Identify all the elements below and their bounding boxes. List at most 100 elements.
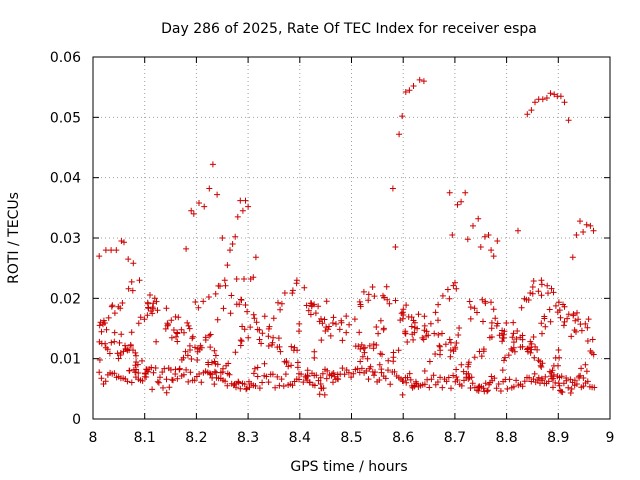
data-point [305,307,312,314]
data-point [453,366,460,373]
data-point [154,307,161,314]
data-point [309,302,315,309]
x-tick-label: 8.4 [289,430,311,446]
data-point [510,330,517,337]
data-point [149,310,156,317]
data-point [222,282,229,289]
axis-ticks: 8 8.1 8.2 8.3 8.4 8.5 8.6 8.7 8.8 8.9 9 0 0.01 0.02 0.… [50,50,615,446]
x-tick-label: 8 [89,430,98,446]
data-point [234,213,241,220]
data-point [449,232,456,238]
data-point [464,236,471,243]
data-point [196,371,203,377]
data-point [446,295,453,302]
data-point [317,381,324,387]
data-point [316,391,323,398]
data-point [386,300,393,307]
data-point [513,336,520,342]
data-point [436,343,443,350]
data-point [549,375,555,382]
data-point [184,352,191,359]
data-point [105,314,112,321]
data-point [289,290,296,297]
data-point [471,305,478,312]
data-point [311,354,318,361]
data-point [546,306,553,313]
data-point [569,254,576,261]
data-point [426,384,433,391]
data-point [415,311,422,318]
data-point [343,329,350,336]
data-point [542,323,549,330]
data-point [185,378,192,385]
data-point [214,316,221,323]
data-point [521,295,528,302]
data-point [162,325,169,332]
data-point [409,331,416,338]
data-point [558,373,565,380]
data-point [250,274,257,281]
data-point [124,378,131,385]
data-point [115,355,122,362]
x-tick-label: 8.6 [392,430,414,446]
data-point [488,299,494,306]
data-point [538,364,545,370]
data-point [532,343,539,350]
data-point [538,277,545,284]
data-point [202,337,209,343]
data-point [366,342,373,349]
data-point [535,357,542,364]
data-point [378,366,385,373]
data-point [529,290,536,297]
data-point [398,310,405,317]
data-point [555,299,562,306]
data-point [113,247,120,254]
data-point [135,370,142,376]
data-point [567,390,574,396]
data-point [241,381,248,388]
data-point [194,345,201,352]
data-point [238,296,244,303]
data-point [152,365,159,371]
data-point [421,368,428,374]
data-point [237,385,244,392]
data-point [538,375,545,382]
data-point [371,293,378,300]
data-point [298,371,305,378]
data-point [114,350,121,357]
data-point [358,341,365,348]
chart-title: Day 286 of 2025, Rate Of TEC Index for r… [161,21,537,37]
y-tick-label: 0.05 [50,110,81,126]
data-point [125,256,132,263]
data-point [583,221,590,228]
data-point [442,341,449,348]
data-point [181,329,187,336]
data-point [447,347,454,354]
data-point [178,356,185,363]
data-point [446,336,453,343]
data-point [385,357,392,364]
data-point [211,358,218,365]
data-point [370,345,377,352]
data-point [133,352,139,359]
data-point [252,254,259,261]
data-point [145,300,151,307]
data-point [239,323,246,330]
data-point [211,347,218,354]
data-point [232,349,239,356]
data-point [482,298,489,305]
data-point [276,343,283,350]
data-point [282,371,289,378]
data-point [183,245,190,252]
data-point [324,367,331,374]
data-point [430,372,437,379]
data-point [188,356,195,362]
data-point [303,302,310,309]
data-point [233,301,240,308]
data-point [437,374,444,381]
data-point [301,284,308,291]
data-point [524,111,531,118]
data-point [574,309,580,316]
data-point [408,314,415,321]
data-point [111,329,118,336]
